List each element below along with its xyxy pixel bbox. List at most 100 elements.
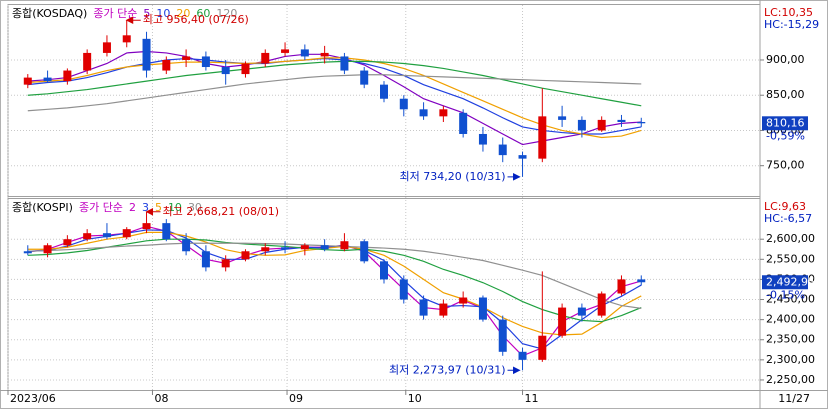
price-label: 810,16 bbox=[766, 116, 805, 129]
candle-body bbox=[300, 49, 309, 57]
candle-body bbox=[201, 251, 210, 268]
candle-body bbox=[83, 233, 92, 240]
price-box bbox=[762, 275, 808, 290]
candle-body bbox=[538, 335, 547, 360]
candle-body bbox=[23, 251, 32, 254]
candle-body bbox=[142, 223, 151, 230]
candle-body bbox=[241, 63, 250, 75]
candle-body bbox=[360, 241, 369, 262]
candle-body bbox=[23, 77, 32, 85]
candle-body bbox=[320, 52, 329, 57]
note-arrow bbox=[145, 207, 161, 216]
candle-body bbox=[43, 245, 52, 254]
x-tick-label: 08 bbox=[154, 392, 168, 405]
candle-body bbox=[340, 241, 349, 250]
candle-body bbox=[83, 52, 92, 71]
y-tick-label: 2,300,00 bbox=[766, 353, 815, 366]
candle-body bbox=[300, 245, 309, 250]
y-tick-label: 2,350,00 bbox=[766, 333, 815, 346]
candle-body bbox=[637, 279, 646, 283]
x-tick-label: 09 bbox=[289, 392, 303, 405]
candle-body bbox=[597, 293, 606, 316]
candle-body bbox=[221, 67, 230, 75]
ma-line bbox=[27, 242, 642, 309]
candle-body bbox=[558, 116, 567, 120]
note-arrow bbox=[125, 16, 141, 25]
candle-body bbox=[617, 119, 626, 122]
candle-body bbox=[360, 70, 369, 85]
legend-entry: 5 bbox=[155, 201, 162, 214]
legend-entry: 3 bbox=[142, 201, 149, 214]
candle-body bbox=[63, 239, 72, 246]
legend-entry: 2 bbox=[129, 201, 136, 214]
hc-label: HC:-6,57 bbox=[764, 212, 812, 225]
candle-body bbox=[617, 279, 626, 294]
candle-body bbox=[439, 109, 448, 117]
candle-body bbox=[102, 233, 111, 238]
y-tick-label: 900,00 bbox=[766, 53, 805, 66]
ma-line bbox=[27, 74, 642, 112]
price-label: 2,492,95 bbox=[766, 275, 815, 288]
candle-body bbox=[261, 52, 270, 64]
candle-body bbox=[122, 229, 131, 238]
low-note: 최저 2,273,97 (10/31) bbox=[389, 363, 506, 376]
y-tick-label: 750,00 bbox=[766, 159, 805, 172]
candle-body bbox=[419, 109, 428, 117]
candle-body bbox=[518, 351, 527, 360]
lc-label: LC:9,63 bbox=[764, 200, 806, 213]
candle-body bbox=[261, 247, 270, 252]
candle-body bbox=[478, 297, 487, 320]
candle-body bbox=[241, 251, 250, 260]
candle-body bbox=[498, 144, 507, 156]
legend-entry: 10 bbox=[156, 7, 170, 20]
legend-entry: 30 bbox=[188, 201, 202, 214]
change-label: -0,15% bbox=[766, 288, 805, 301]
candle-body bbox=[637, 121, 646, 124]
note-arrow bbox=[507, 173, 521, 181]
candle-body bbox=[577, 307, 586, 316]
high-note: 최고 956,40 (07/26) bbox=[143, 13, 249, 26]
y-tick-label: 2,600,00 bbox=[766, 232, 815, 245]
high-note: 최고 2,668,21 (08/01) bbox=[163, 205, 280, 218]
candle-body bbox=[577, 119, 586, 131]
legend-label: 종가 단순 bbox=[93, 7, 137, 20]
candle-body bbox=[182, 239, 191, 252]
x-tick-label: 2023/06 bbox=[10, 392, 56, 405]
candle-body bbox=[597, 119, 606, 131]
candle-body bbox=[419, 299, 428, 316]
low-note: 최저 734,20 (10/31) bbox=[400, 170, 506, 183]
candle-body bbox=[518, 155, 527, 159]
candle-body bbox=[201, 56, 210, 68]
candle-body bbox=[320, 245, 329, 250]
legend-label: 종가 단순 bbox=[79, 201, 123, 214]
change-label: -0,59% bbox=[766, 129, 805, 142]
candle-body bbox=[221, 259, 230, 268]
panel-title: 종합(KOSDAQ) bbox=[12, 7, 87, 20]
y-tick-label: 2,250,00 bbox=[766, 373, 815, 386]
ma-line bbox=[27, 238, 642, 323]
y-tick-label: 2,550,00 bbox=[766, 252, 815, 265]
candle-body bbox=[439, 303, 448, 316]
legend-entry: 120 bbox=[216, 7, 237, 20]
y-tick-label: 2,400,00 bbox=[766, 313, 815, 326]
last-date: 11/27 bbox=[778, 392, 810, 405]
candle-body bbox=[498, 319, 507, 352]
candle-body bbox=[380, 84, 388, 99]
note-arrow bbox=[507, 366, 521, 375]
y-tick-label: 2,450,00 bbox=[766, 293, 815, 306]
candle-body bbox=[63, 70, 72, 82]
candle-body bbox=[340, 56, 349, 71]
candle-body bbox=[281, 247, 290, 250]
legend-entry: 60 bbox=[196, 7, 210, 20]
price-box bbox=[762, 116, 808, 131]
candle-body bbox=[162, 59, 171, 71]
y-tick-label: 850,00 bbox=[766, 88, 805, 101]
candle-body bbox=[459, 297, 468, 304]
legend-entry: 20 bbox=[176, 7, 190, 20]
candle-body bbox=[182, 56, 191, 60]
ma-line bbox=[27, 60, 642, 107]
candle-body bbox=[399, 98, 408, 110]
candle-body bbox=[478, 133, 487, 145]
panel-title: 종합(KOSPI) bbox=[12, 201, 73, 214]
